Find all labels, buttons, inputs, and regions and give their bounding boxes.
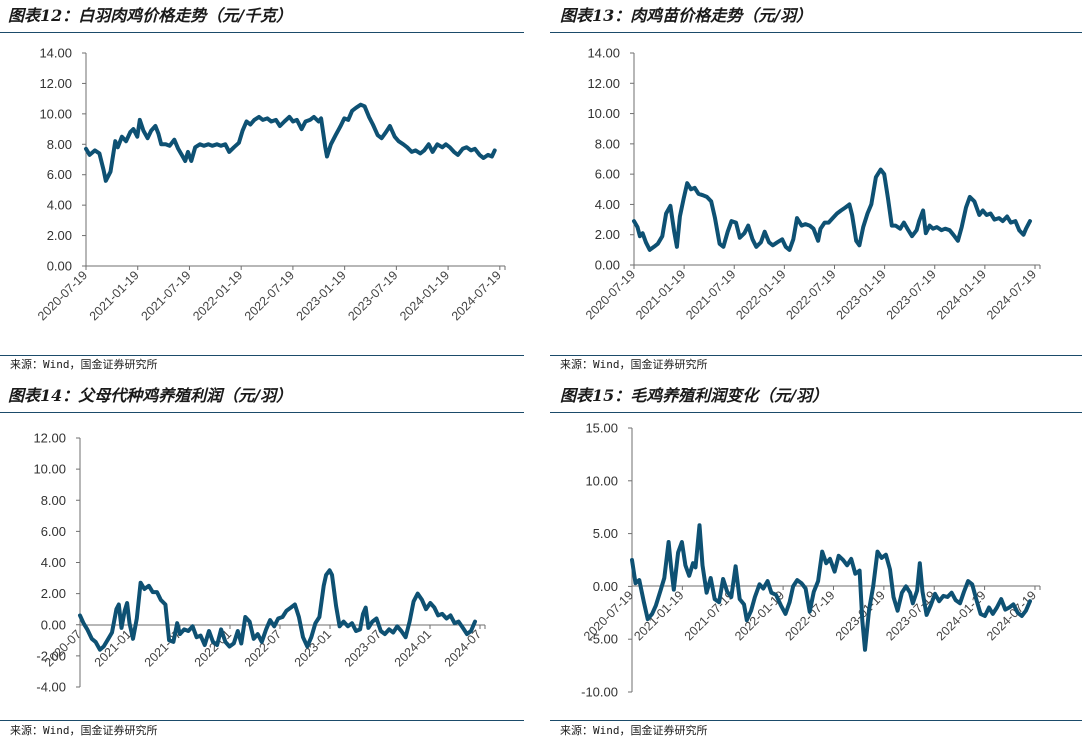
chart-title: 图表13：肉鸡苗价格走势（元/羽）: [560, 6, 813, 25]
line-chart: 14.00 12.00 10.00 8.00 6.00 4.00 2.00 0.002020-…: [583, 46, 1041, 322]
x-tick-label: 2024-07-19: [984, 267, 1039, 322]
y-tick-label: 5.00: [593, 526, 618, 541]
title-rule: [0, 32, 524, 33]
source-rule: [0, 355, 524, 356]
y-tick-label: 6.00: [47, 167, 72, 182]
y-tick-label: 10.00: [585, 473, 618, 488]
y-tick-label: 10.00: [33, 462, 66, 477]
x-tick-label: 2021-01-19: [633, 267, 688, 322]
title-rule: [550, 412, 1082, 413]
chart-title: 图表12：白羽肉鸡价格走势（元/千克）: [8, 6, 293, 25]
source-rule: [550, 720, 1082, 721]
source-note: 来源：Wind，国金证券研究所: [10, 724, 158, 737]
x-tick-label: 2023-01-19: [294, 268, 349, 323]
x-tick-label: 2023-07-19: [884, 267, 939, 322]
source-rule: [0, 720, 524, 721]
chart-panel-14: 图表14：父母代种鸡养殖利润（元/羽） 12.00 10.00 8.00 6.00 4.…: [0, 380, 524, 743]
chart-title: 图表15：毛鸡养殖利润变化（元/羽）: [560, 386, 829, 405]
y-tick-label: 0.00: [41, 617, 66, 632]
y-tick-label: -4.00: [36, 680, 66, 695]
x-tick-label: 2024-01-19: [934, 267, 989, 322]
y-tick-label: -2.00: [36, 648, 66, 663]
x-tick-label: 2023-07-19: [345, 268, 400, 323]
chart-panel-12: 图表12：白羽肉鸡价格走势（元/千克） 14.00 12.00 10.00 8.00 6…: [0, 0, 524, 371]
y-tick-label: 4.00: [47, 198, 72, 213]
chart-panel-15: 图表15：毛鸡养殖利润变化（元/羽） 15.00 10.00 5.00 0.00 -5.…: [550, 380, 1082, 743]
y-tick-label: 2.00: [41, 586, 66, 601]
series-line: [632, 167, 1032, 252]
y-tick-label: 8.00: [47, 137, 72, 152]
title-rule: [550, 32, 1082, 33]
x-tick-label: 2022-01-19: [733, 267, 788, 322]
x-tick-label: 2024-07-19: [449, 268, 504, 323]
y-tick-label: -10.00: [581, 685, 618, 700]
y-tick-label: 0.00: [595, 258, 620, 273]
y-tick-label: -5.00: [588, 632, 618, 647]
y-tick-label: 2.00: [595, 227, 620, 242]
x-tick-label: 2022-07-19: [242, 268, 297, 323]
y-tick-label: 12.00: [33, 431, 66, 446]
x-tick-label: 2024-01-19: [397, 268, 452, 323]
line-chart: 12.00 10.00 8.00 6.00 4.00 2.00 0.00 -2.00 -4.00…: [33, 431, 486, 695]
x-tick-label: 2021-07-19: [683, 267, 738, 322]
y-tick-label: 2.00: [47, 228, 72, 243]
y-tick-label: 0.00: [593, 579, 618, 594]
series-line: [84, 102, 497, 183]
x-tick-label: 2021-07-19: [138, 268, 193, 323]
line-chart: 15.0010.005.000.00-5.00-10.002020-07-192…: [581, 421, 1041, 700]
chart-panel-13: 图表13：肉鸡苗价格走势（元/羽） 14.00 12.00 10.00 8.00 6.0…: [550, 0, 1082, 371]
x-tick-label: 2024-07: [442, 627, 484, 669]
line-chart: 14.00 12.00 10.00 8.00 6.00 4.00 2.00 0.002020-…: [35, 46, 506, 323]
x-tick-label: 2023-01-19: [834, 267, 889, 322]
y-tick-label: 8.00: [41, 493, 66, 508]
x-tick-label: 2024-01: [392, 627, 434, 669]
y-tick-label: 10.00: [587, 106, 620, 121]
x-tick-label: 2023-07: [342, 627, 384, 669]
series-line: [78, 568, 477, 652]
source-note: 来源：Wind，国金证券研究所: [560, 724, 708, 737]
source-rule: [550, 355, 1082, 356]
y-tick-label: 0.00: [47, 259, 72, 274]
y-tick-label: 6.00: [41, 524, 66, 539]
y-tick-label: 12.00: [39, 76, 72, 91]
y-tick-label: 14.00: [39, 46, 72, 61]
y-tick-label: 8.00: [595, 136, 620, 151]
y-tick-label: 6.00: [595, 167, 620, 182]
source-note: 来源：Wind，国金证券研究所: [560, 358, 708, 371]
x-tick-label: 2021-01-19: [87, 268, 142, 323]
y-tick-label: 10.00: [39, 106, 72, 121]
source-note: 来源：Wind，国金证券研究所: [10, 358, 158, 371]
x-tick-label: 2022-07-19: [783, 267, 838, 322]
x-tick-label: 2022-01-19: [190, 268, 245, 323]
chart-title: 图表14：父母代种鸡养殖利润（元/羽）: [8, 386, 293, 405]
title-rule: [0, 412, 524, 413]
x-tick-label: 2020-07-19: [35, 268, 90, 323]
x-tick-label: 2022-01: [192, 627, 234, 669]
series-line: [630, 523, 1032, 652]
y-tick-label: 14.00: [587, 46, 620, 61]
y-tick-label: 4.00: [595, 197, 620, 212]
y-tick-label: 4.00: [41, 555, 66, 570]
x-tick-label: 2020-07-19: [583, 267, 638, 322]
y-tick-label: 12.00: [587, 76, 620, 91]
y-tick-label: 15.00: [585, 421, 618, 436]
